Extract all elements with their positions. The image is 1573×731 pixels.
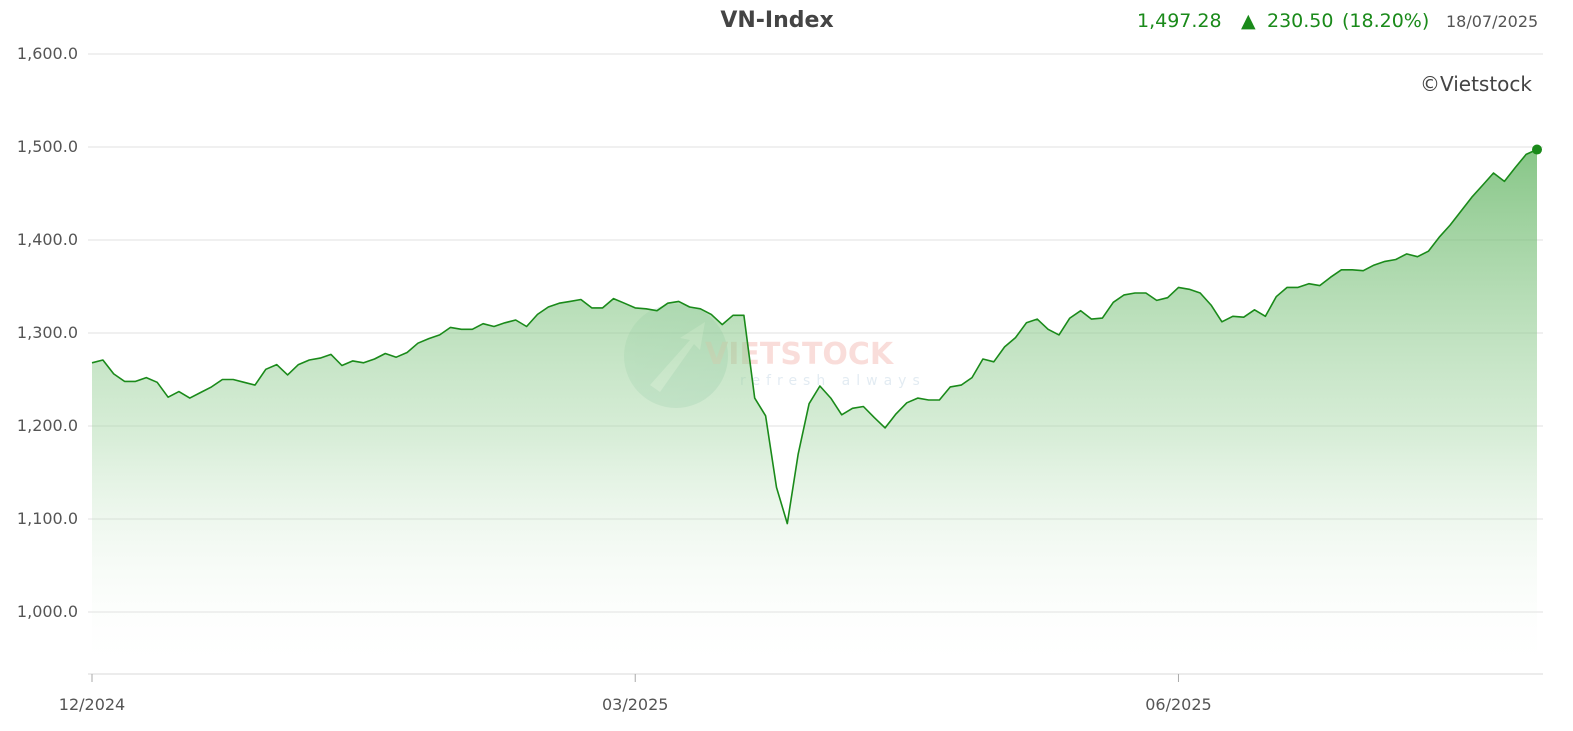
change-up-arrow-icon: ▲ [1241,10,1256,32]
y-tick-label: 1,200.0 [17,416,78,435]
watermark-tagline: refresh always [740,373,926,389]
y-tick-label: 1,500.0 [17,137,78,156]
x-axis: 12/2024 03/2025 06/2025 [59,674,1212,714]
y-tick-label: 1,400.0 [17,230,78,249]
chart-title: VN-Index [720,8,833,33]
y-tick-label: 1,300.0 [17,323,78,342]
y-tick-label: 1,600.0 [17,44,78,63]
area-fill [92,149,1537,674]
last-point-marker [1532,144,1542,155]
as-of-date: 18/07/2025 [1446,12,1538,31]
y-tick-label: 1,100.0 [17,509,78,528]
change-value: 230.50 [1267,10,1333,32]
change-percent: (18.20%) [1342,10,1429,32]
x-tick-label: 06/2025 [1145,695,1211,714]
last-value: 1,497.28 [1137,10,1222,32]
y-tick-label: 1,000.0 [17,602,78,621]
series-line [91,148,1538,525]
credit-label: ©Vietstock [1420,72,1532,96]
x-tick-label: 03/2025 [602,695,668,714]
x-tick-label: 12/2024 [59,695,125,714]
y-axis: 1,000.0 1,100.0 1,200.0 1,300.0 1,400.0 1,500… [17,44,78,621]
